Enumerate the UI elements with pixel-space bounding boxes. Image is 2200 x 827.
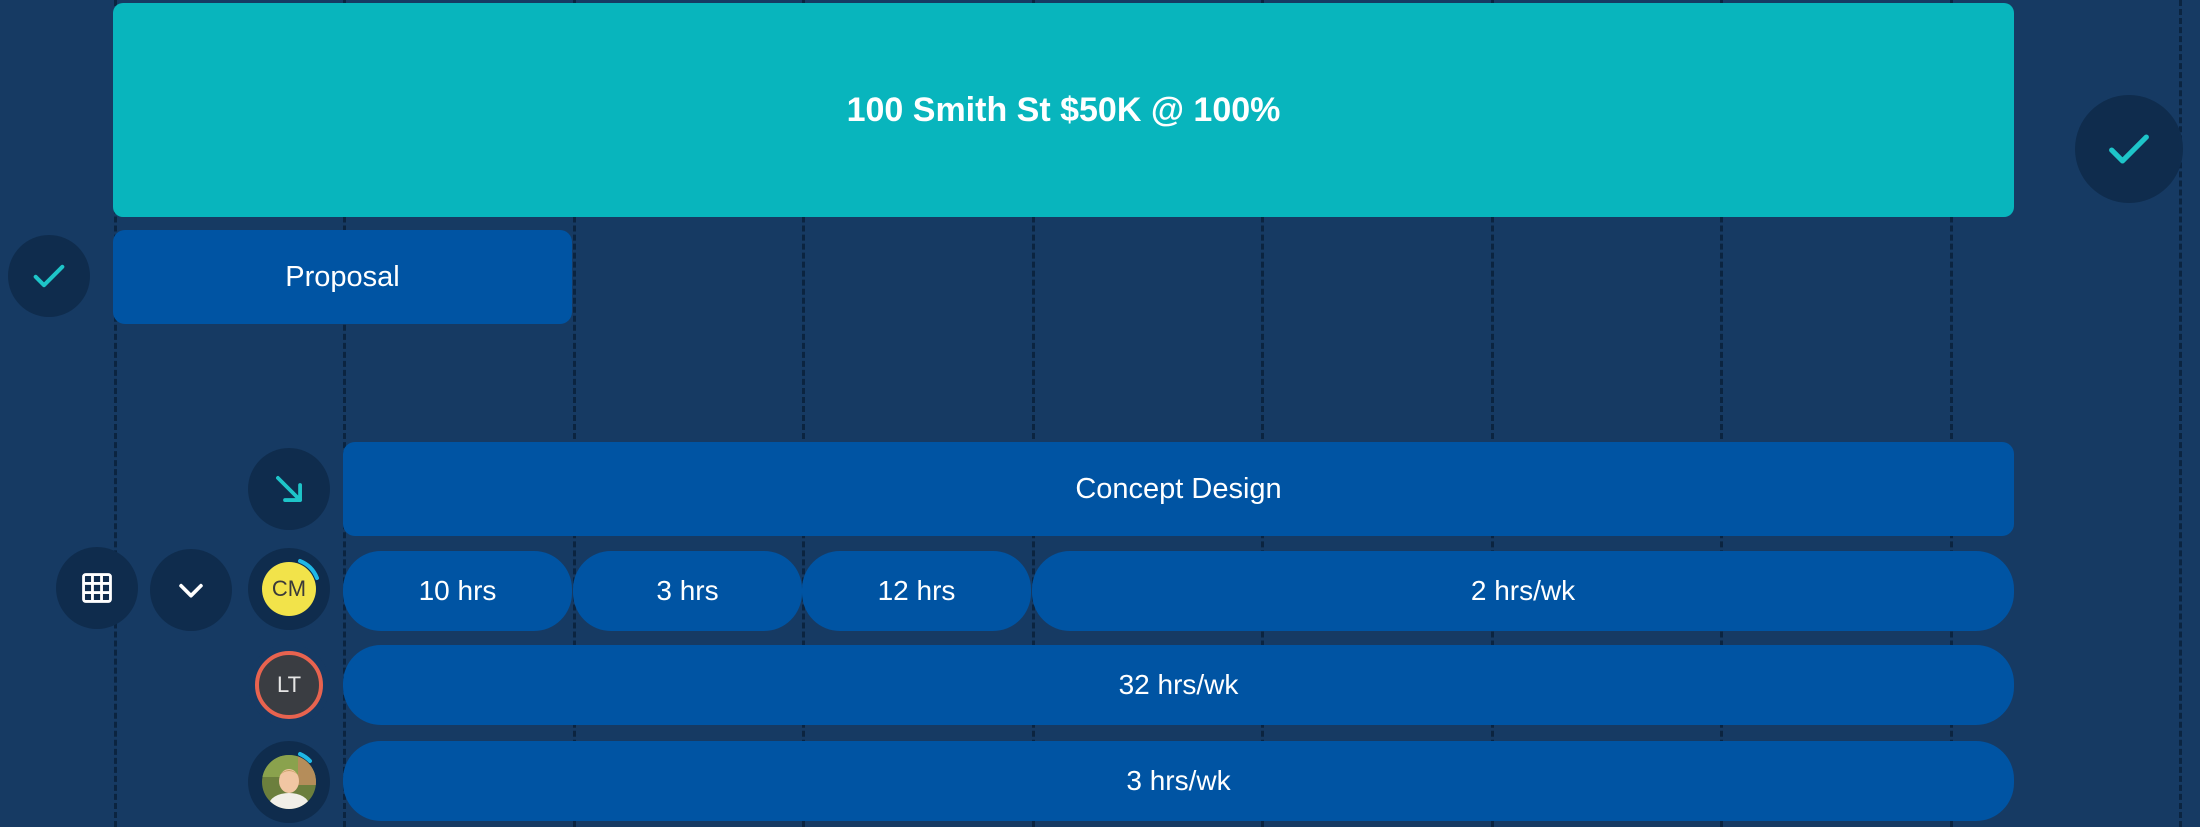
allocation-label: 2 hrs/wk bbox=[1470, 575, 1576, 606]
grid-view-button[interactable] bbox=[56, 547, 138, 629]
grid-line bbox=[114, 0, 117, 827]
check-icon bbox=[33, 264, 65, 288]
capacity-ring bbox=[298, 559, 319, 580]
allocation-pill[interactable]: 3 hrs bbox=[573, 551, 802, 631]
capacity-ring bbox=[298, 752, 312, 763]
profile-photo bbox=[262, 755, 316, 809]
grid-line bbox=[1720, 0, 1723, 827]
phase-start-button[interactable] bbox=[248, 448, 330, 530]
grid-line bbox=[1950, 0, 1953, 827]
allocation-label: 12 hrs bbox=[877, 575, 956, 606]
allocation-pill[interactable]: 12 hrs bbox=[802, 551, 1031, 631]
grid-line bbox=[1032, 0, 1035, 827]
allocation-label: 32 hrs/wk bbox=[1118, 669, 1239, 700]
phase-bar-proposal[interactable]: Proposal bbox=[113, 230, 572, 324]
member-avatar-lt[interactable]: LT bbox=[248, 644, 330, 726]
avatar: CM bbox=[262, 562, 316, 616]
member-avatar-cm[interactable]: CM bbox=[248, 548, 330, 630]
allocation-label: 3 hrs/wk bbox=[1126, 765, 1231, 796]
project-complete-button[interactable] bbox=[2075, 95, 2183, 203]
grid-line bbox=[343, 0, 346, 827]
allocation-label: 3 hrs bbox=[656, 575, 719, 606]
grid-line bbox=[1491, 0, 1494, 827]
avatar-initials: LT bbox=[276, 672, 302, 697]
grid-icon bbox=[82, 573, 112, 603]
grid-line bbox=[1261, 0, 1264, 827]
member-avatar-photo[interactable] bbox=[248, 741, 330, 823]
avatar-initials: CM bbox=[271, 576, 307, 601]
allocation-pill[interactable]: 10 hrs bbox=[343, 551, 572, 631]
phase-label: Proposal bbox=[285, 260, 400, 293]
proposal-complete-button[interactable] bbox=[8, 235, 90, 317]
phase-bar-concept-design[interactable]: Concept Design bbox=[343, 442, 2014, 536]
avatar: LT bbox=[255, 651, 323, 719]
expand-collapse-button[interactable] bbox=[150, 549, 232, 631]
allocation-label: 10 hrs bbox=[418, 575, 497, 606]
grid-line bbox=[2179, 0, 2182, 827]
arrow-down-right-icon bbox=[276, 476, 302, 502]
grid-line bbox=[802, 0, 805, 827]
allocation-pill[interactable]: 2 hrs/wk bbox=[1032, 551, 2014, 631]
allocation-pill[interactable]: 32 hrs/wk bbox=[343, 645, 2014, 725]
grid-line bbox=[573, 0, 576, 827]
project-bar[interactable]: 100 Smith St $50K @ 100% bbox=[113, 3, 2014, 217]
chevron-down-icon bbox=[179, 583, 203, 598]
phase-label: Concept Design bbox=[1075, 472, 1282, 505]
check-icon bbox=[2109, 134, 2149, 164]
allocation-pill[interactable]: 3 hrs/wk bbox=[343, 741, 2014, 821]
project-label: 100 Smith St $50K @ 100% bbox=[846, 90, 1281, 129]
